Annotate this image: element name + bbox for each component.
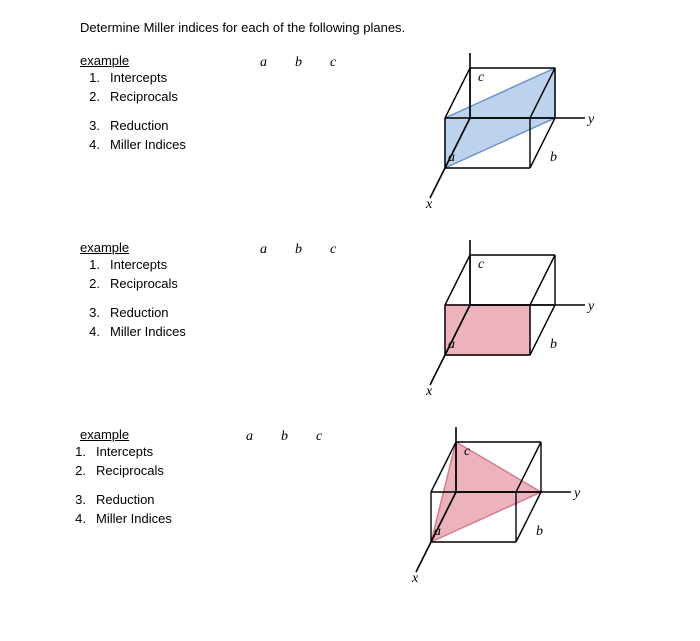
step-miller: Miller Indices <box>110 137 186 152</box>
step-intercepts: Intercepts <box>110 70 167 85</box>
svg-text:a: a <box>448 337 455 352</box>
example-label-3: example <box>80 427 246 442</box>
col-b: b <box>295 55 302 71</box>
svg-text:x: x <box>411 571 419 586</box>
abc-cols-2: a b c <box>260 240 400 258</box>
col-c: c <box>330 55 336 71</box>
cube-diagram-3: z y x a b c <box>386 427 586 590</box>
step-reciprocals: Reciprocals <box>110 89 178 104</box>
example-label-2: example <box>80 240 260 255</box>
svg-text:z: z <box>465 240 472 242</box>
x-axis-label: x <box>425 197 433 212</box>
svg-text:c: c <box>464 444 471 459</box>
c-label: c <box>478 70 485 85</box>
svg-text:c: c <box>478 257 485 272</box>
example-block-2: example 1.Intercepts 2.Reciprocals 3.Red… <box>80 240 660 403</box>
svg-text:b: b <box>536 524 543 539</box>
svg-text:z: z <box>451 427 458 429</box>
y-axis-label: y <box>586 112 595 127</box>
svg-text:a: a <box>434 524 441 539</box>
z-axis-label: z <box>465 53 472 55</box>
col-a: a <box>260 55 267 71</box>
b-label: b <box>550 150 557 165</box>
example-block-1: example 1.Intercepts 2.Reciprocals 3.Red… <box>80 53 660 216</box>
svg-text:x: x <box>425 384 433 399</box>
cube-diagram-1: z y x a b c <box>400 53 600 216</box>
svg-text:y: y <box>586 299 595 314</box>
page-title: Determine Miller indices for each of the… <box>80 20 660 35</box>
example-label-1: example <box>80 53 260 68</box>
svg-text:y: y <box>572 486 581 501</box>
abc-cols-3: a b c <box>246 427 386 445</box>
cube-diagram-2: z y x a b c <box>400 240 600 403</box>
steps-col-2: example 1.Intercepts 2.Reciprocals 3.Red… <box>80 240 260 343</box>
abc-cols-1: a b c <box>260 53 400 71</box>
step-reduction: Reduction <box>110 118 169 133</box>
example-block-3: example 1.Intercepts 2.Reciprocals 3.Red… <box>80 427 660 590</box>
steps-col-1: example 1.Intercepts 2.Reciprocals 3.Red… <box>80 53 260 156</box>
a-label: a <box>448 150 455 165</box>
svg-text:b: b <box>550 337 557 352</box>
steps-col-3: example 1.Intercepts 2.Reciprocals 3.Red… <box>66 427 246 530</box>
